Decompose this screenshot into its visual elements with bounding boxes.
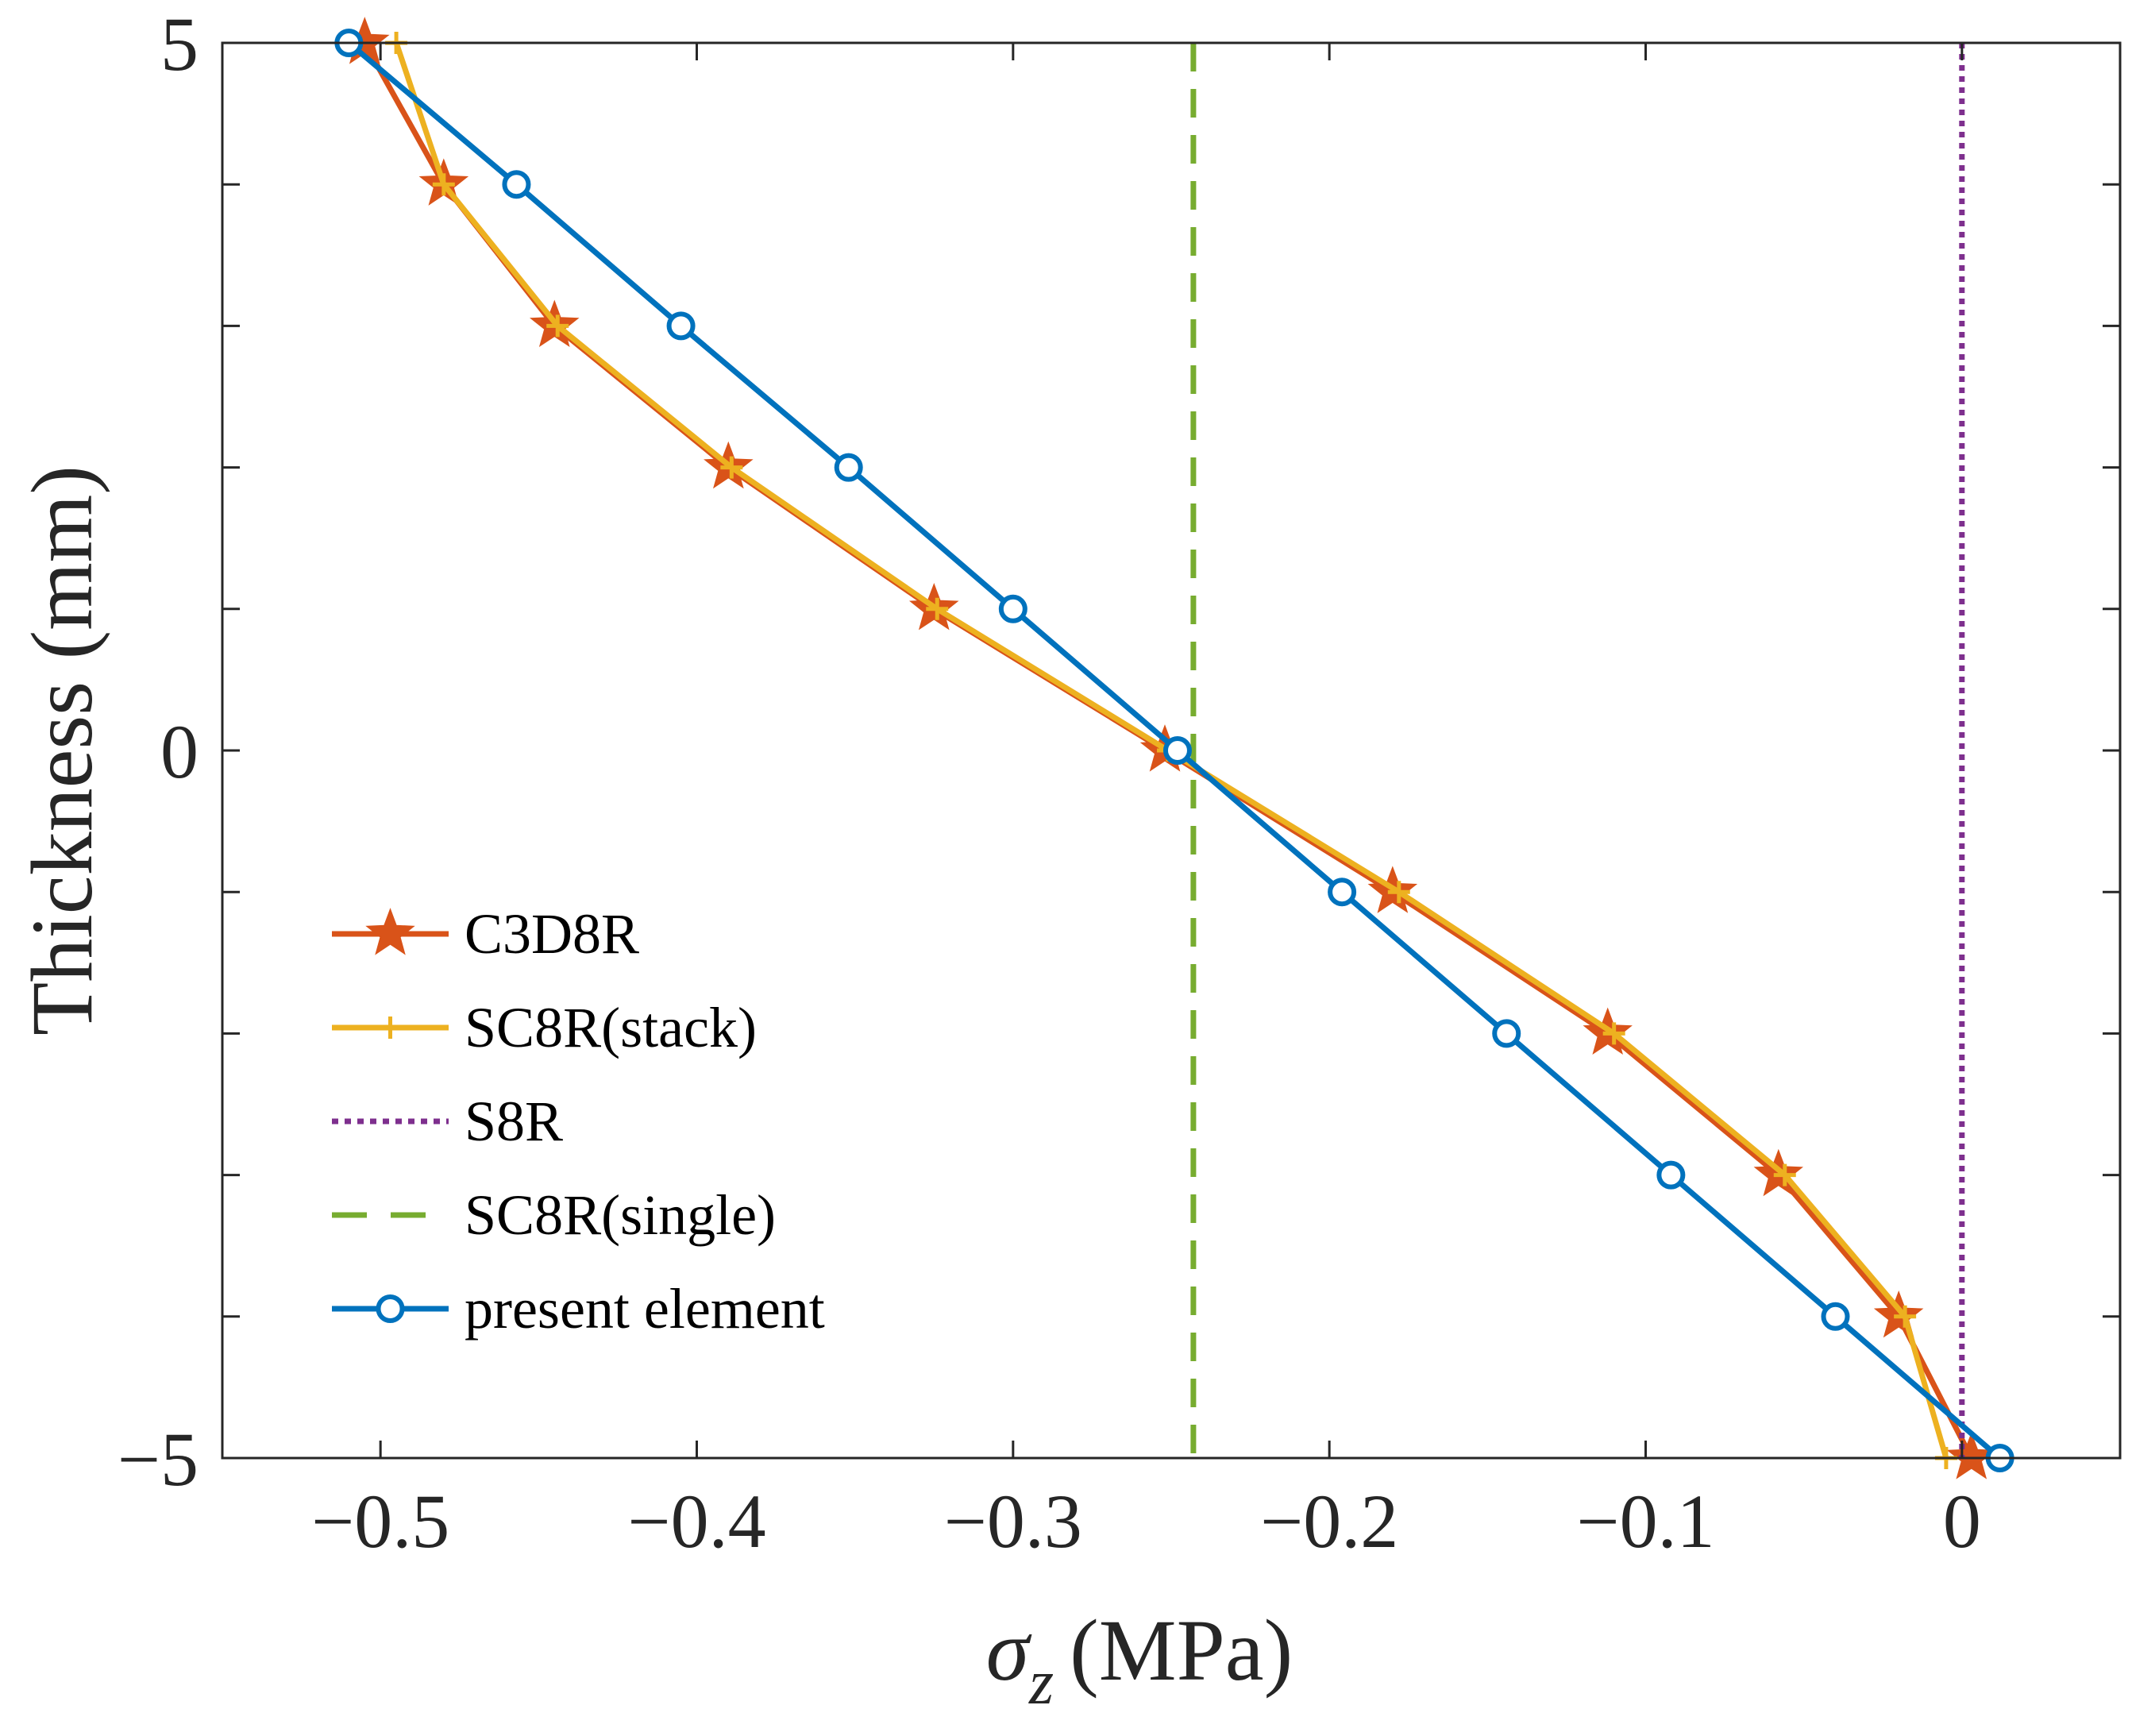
data-point-present-element (1162, 736, 1192, 765)
x-tick-label: −0.1 (1576, 1479, 1714, 1564)
legend-label: S8R (465, 1090, 563, 1153)
data-point-sc8r-stack (1602, 1022, 1625, 1045)
data-point-sc8r-stack (546, 314, 569, 338)
data-point-sc8r-stack (432, 173, 455, 196)
y-tick-label: 5 (160, 2, 199, 87)
legend-marker (365, 908, 415, 955)
data-point-sc8r-stack (926, 597, 949, 620)
x-tick-label: 0 (1943, 1479, 1981, 1564)
legend: C3D8R SC8R(stack) S8R SC8R(single) present e… (332, 902, 825, 1341)
legend-label: present element (465, 1277, 825, 1341)
series-present-element (334, 29, 2014, 1472)
legend-entry-sc8r-single: SC8R(single) (332, 1183, 776, 1247)
data-point-present-element (834, 453, 863, 482)
data-point-present-element (666, 311, 696, 341)
data-point-sc8r-stack (1894, 1305, 1917, 1328)
data-point-sc8r-stack (1773, 1163, 1796, 1186)
data-point-sc8r-stack (1387, 881, 1410, 904)
data-point-present-element (1328, 878, 1357, 907)
legend-entry-present-element: present element (332, 1277, 825, 1341)
x-tick-label: −0.3 (944, 1479, 1082, 1564)
x-axis-label: σz (MPa) (986, 1602, 1293, 1718)
x-tick-label: −0.4 (627, 1479, 765, 1564)
data-point-present-element (998, 594, 1027, 623)
data-point-c3d8r (1873, 1290, 1924, 1338)
y-tick-label: −5 (118, 1417, 199, 1502)
y-tick-label: 0 (160, 709, 199, 794)
legend-entry-c3d8r: C3D8R (332, 902, 639, 966)
legend-label: SC8R(stack) (465, 996, 757, 1059)
x-tick-label: −0.2 (1260, 1479, 1398, 1564)
legend-entry-s8r: S8R (332, 1090, 563, 1153)
axis-ticks (222, 41, 2120, 1460)
data-point-sc8r-stack (720, 456, 743, 479)
x-axis-label-unit: (MPa) (1070, 1602, 1293, 1699)
y-axis-label: Thickness (mm) (13, 465, 110, 1036)
axis-tick-labels: −0.5 −0.4 −0.3 −0.2 −0.1 0 −5 0 5 (118, 2, 1981, 1564)
legend-marker (379, 1017, 402, 1039)
legend-marker (376, 1294, 405, 1323)
x-axis-label-subscript: z (1028, 1648, 1054, 1718)
data-layer (334, 17, 2014, 1479)
data-point-present-element (1656, 1160, 1686, 1190)
legend-label: SC8R(single) (465, 1183, 776, 1247)
data-point-present-element (502, 170, 531, 199)
data-point-present-element (1821, 1302, 1850, 1331)
x-tick-label: −0.5 (311, 1479, 449, 1564)
legend-entry-sc8r-stack: SC8R(stack) (332, 996, 757, 1059)
x-axis-label-symbol: σ (986, 1602, 1032, 1699)
legend-label: C3D8R (465, 902, 639, 966)
data-point-present-element (1492, 1019, 1521, 1048)
